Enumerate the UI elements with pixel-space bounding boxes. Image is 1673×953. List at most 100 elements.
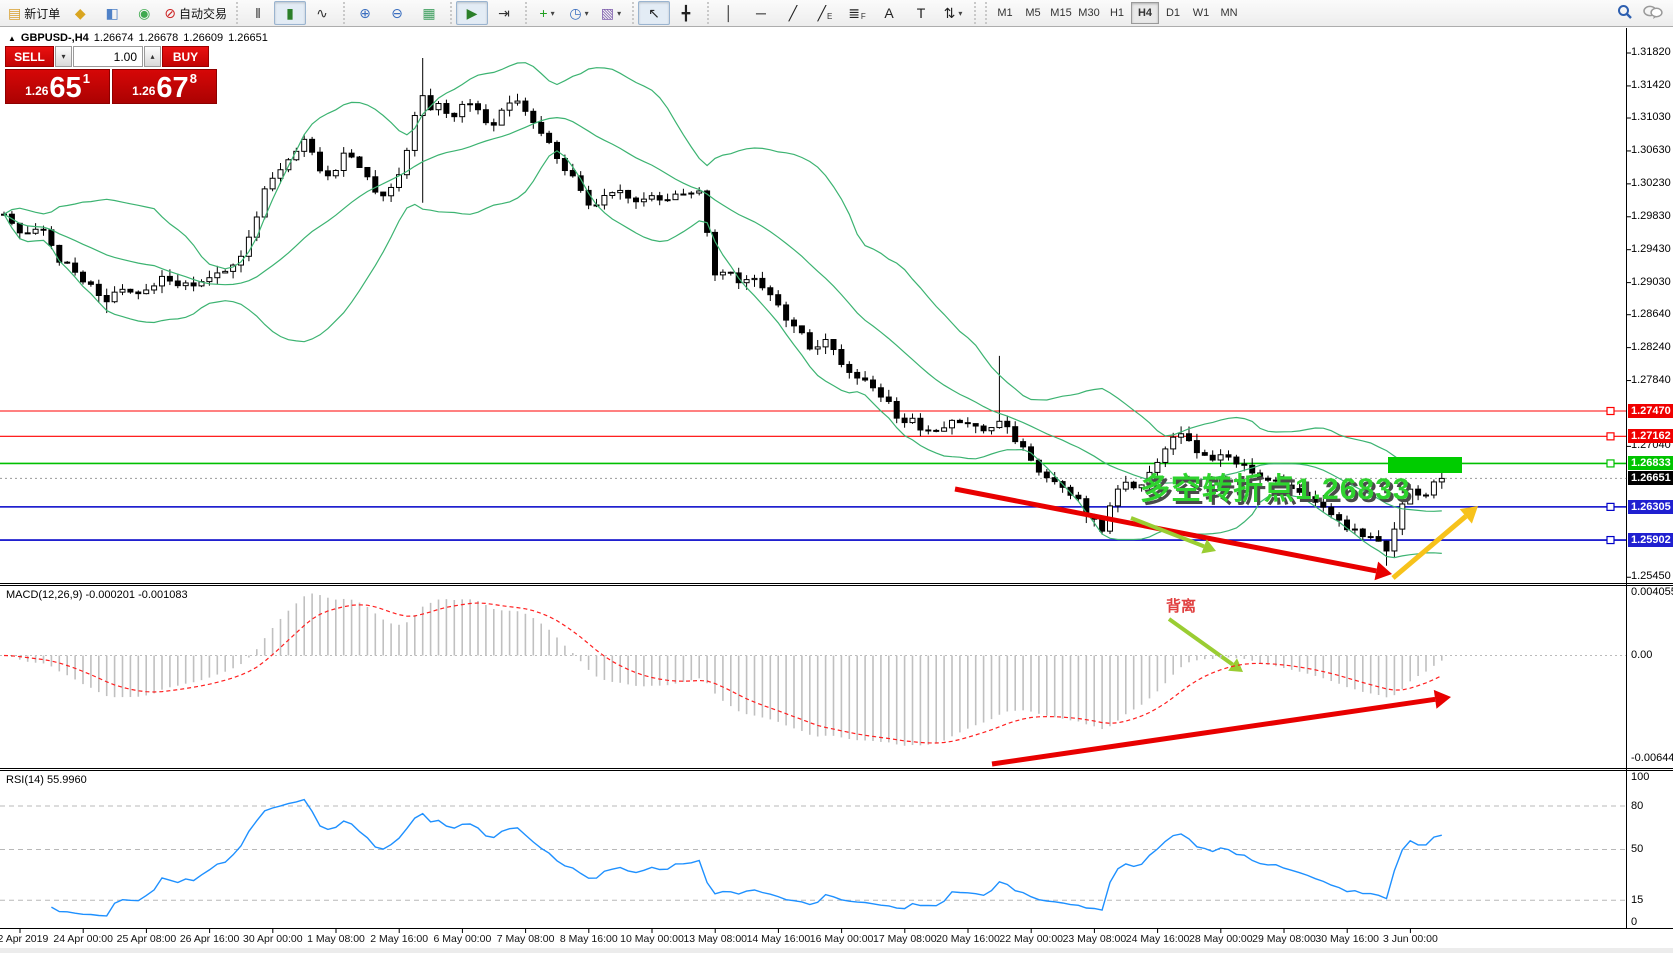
- toolbar-separator: [340, 2, 347, 24]
- toolbar-buttons: ▤ 新订单 ◆ ◧ ◉ ⊘ 自动交易 ‖ ▮ ∿ ⊕ ⊖ ▦ ▶ ⇥ + ▾ ◷ ▾ ▧ ▾ ↖ ╋ │ ─ ╱ ╱ E ≣ F A T ⇅ ▾: [4, 1, 980, 25]
- text-label-icon: T: [916, 5, 926, 21]
- chart-title: ▲ GBPUSD-,H4 1.26674 1.26678 1.26609 1.2…: [8, 32, 268, 44]
- tf-M5[interactable]: M5: [1025, 7, 1041, 19]
- arrows-button[interactable]: ⇅ ▾: [937, 1, 969, 25]
- time-tick: 13 May 08:00: [683, 933, 748, 945]
- indicators-button[interactable]: + ▾: [531, 1, 563, 25]
- time-tick: 17 May 08:00: [872, 933, 937, 945]
- divergence-pointer-arrow-head: [1228, 658, 1243, 672]
- zoom-out-button[interactable]: ⊖: [381, 1, 413, 25]
- tf-M1[interactable]: M1: [997, 7, 1013, 19]
- volume-down-button[interactable]: ▾: [55, 46, 72, 67]
- tf-MN[interactable]: MN: [1220, 7, 1238, 19]
- bar-chart-icon: ‖: [255, 5, 261, 21]
- ohlc-close: 1.26651: [228, 32, 268, 44]
- search-icon[interactable]: [1617, 4, 1633, 23]
- fibonacci-button[interactable]: ≣ F: [841, 1, 873, 25]
- autotrading-button-label: 自动交易: [178, 6, 227, 21]
- divergence-annotation: 背离: [1166, 598, 1197, 615]
- market-watch-button[interactable]: ◧: [96, 1, 128, 25]
- autotrading-icon: ⊘: [164, 5, 176, 21]
- price-tick: 1.30630: [1631, 143, 1671, 156]
- text-label-button[interactable]: T: [905, 1, 937, 25]
- green-zone-rect: [1388, 457, 1462, 473]
- metaeditor-button[interactable]: ◆: [64, 1, 96, 25]
- timeframe-buttons: M1 M5 M15 M30 H1 H4 D1 W1 MN: [991, 2, 1243, 24]
- symbol-period: GBPUSD-,H4: [20, 32, 89, 44]
- trendline-button[interactable]: ╱: [777, 1, 809, 25]
- crosshair-icon: ╋: [681, 5, 691, 21]
- time-tick: 8 May 16:00: [559, 933, 618, 945]
- time-tick: 29 May 08:00: [1252, 933, 1316, 945]
- indicator-axis-tick: -0.006442: [1631, 752, 1673, 764]
- text-button[interactable]: A: [873, 1, 905, 25]
- one-click-trading-panel: SELL ▾ ▴ BUY 1.26 65 1 1.26 67 8: [5, 46, 217, 104]
- chart-shift-button[interactable]: ⇥: [488, 1, 520, 25]
- tile-windows-icon: ▦: [422, 5, 436, 21]
- buy-price[interactable]: 1.26 67 8: [112, 69, 217, 104]
- channel-button[interactable]: ╱ E: [809, 1, 841, 25]
- horizontal-line-icon: ─: [756, 5, 766, 21]
- collapse-panel-icon[interactable]: ▲: [8, 33, 16, 43]
- time-tick: 23 May 08:00: [1062, 933, 1127, 945]
- toolbar-right-group: [1617, 4, 1663, 23]
- price-tick: 1.25450: [1631, 570, 1671, 583]
- tf-H1[interactable]: H1: [1109, 7, 1125, 19]
- price-tick: 1.29430: [1631, 242, 1671, 255]
- price-tick: 1.31030: [1631, 111, 1671, 124]
- chevron-down-icon[interactable]: ▾: [584, 8, 589, 18]
- auto-scroll-button[interactable]: ▶: [456, 1, 488, 25]
- cursor-button[interactable]: ↖: [638, 1, 670, 25]
- trendline-icon: ╱: [788, 5, 798, 21]
- macd-histogram: [11, 593, 1443, 746]
- volume-up-button[interactable]: ▴: [144, 46, 161, 67]
- indicator-axis-tick: 0: [1631, 916, 1638, 928]
- tile-windows-button[interactable]: ▦: [413, 1, 445, 25]
- line-chart-icon: ∿: [316, 5, 328, 21]
- horizontal-line-button[interactable]: ─: [745, 1, 777, 25]
- new-order-button[interactable]: ▤ 新订单: [4, 1, 64, 25]
- chevron-down-icon[interactable]: ▾: [958, 8, 963, 18]
- time-tick: 24 May 16:00: [1125, 933, 1190, 945]
- toolbar-separator: [982, 2, 989, 24]
- vertical-line-button[interactable]: │: [713, 1, 745, 25]
- time-tick: 30 Apr 00:00: [243, 933, 303, 945]
- sell-price-small: 1.26: [25, 84, 49, 98]
- volume-input[interactable]: [73, 46, 143, 67]
- cursor-icon: ↖: [648, 5, 660, 21]
- sell-price[interactable]: 1.26 65 1: [5, 69, 110, 104]
- text-icon: A: [884, 5, 894, 21]
- community-chat-icon[interactable]: [1643, 4, 1663, 23]
- chart-shift-icon: ⇥: [498, 5, 510, 21]
- tf-H4[interactable]: H4: [1131, 2, 1159, 24]
- sell-button[interactable]: SELL: [5, 46, 54, 67]
- autotrading-button[interactable]: ⊘ 自动交易: [160, 1, 231, 25]
- tf-M30[interactable]: M30: [1078, 7, 1100, 19]
- candlestick-chart-button[interactable]: ▮: [274, 1, 306, 25]
- tf-D1[interactable]: D1: [1165, 7, 1181, 19]
- periods-button[interactable]: ◷ ▾: [563, 1, 595, 25]
- chevron-down-icon[interactable]: ▾: [617, 8, 622, 18]
- buy-button[interactable]: BUY: [162, 46, 209, 67]
- crosshair-button[interactable]: ╋: [670, 1, 702, 25]
- toolbar: ▤ 新订单 ◆ ◧ ◉ ⊘ 自动交易 ‖ ▮ ∿ ⊕ ⊖ ▦ ▶ ⇥ + ▾ ◷ ▾ ▧ ▾ ↖ ╋ │ ─ ╱ ╱ E ≣ F A T ⇅ ▾ …: [0, 0, 1673, 27]
- toolbar-separator: [629, 2, 636, 24]
- templates-button[interactable]: ▧ ▾: [595, 1, 627, 25]
- bar-chart-button[interactable]: ‖: [242, 1, 274, 25]
- time-tick: 10 May 00:00: [620, 933, 684, 945]
- time-tick: 2 May 16:00: [370, 933, 429, 945]
- tf-M15[interactable]: M15: [1050, 7, 1072, 19]
- toolbar-separator: [971, 2, 978, 24]
- alerts-button[interactable]: ◉: [128, 1, 160, 25]
- metaeditor-icon: ◆: [74, 5, 86, 21]
- rsi-line: [51, 798, 1442, 917]
- zoom-in-button[interactable]: ⊕: [349, 1, 381, 25]
- line-chart-button[interactable]: ∿: [306, 1, 338, 25]
- time-tick: 26 Apr 16:00: [179, 933, 240, 945]
- chevron-down-icon[interactable]: ▾: [550, 8, 555, 18]
- tf-W1[interactable]: W1: [1192, 7, 1210, 19]
- indicator-axis-tick: 15: [1631, 894, 1644, 906]
- macd-label: MACD(12,26,9) -0.000201 -0.001083: [6, 589, 188, 601]
- price-tick: 1.30230: [1631, 176, 1671, 189]
